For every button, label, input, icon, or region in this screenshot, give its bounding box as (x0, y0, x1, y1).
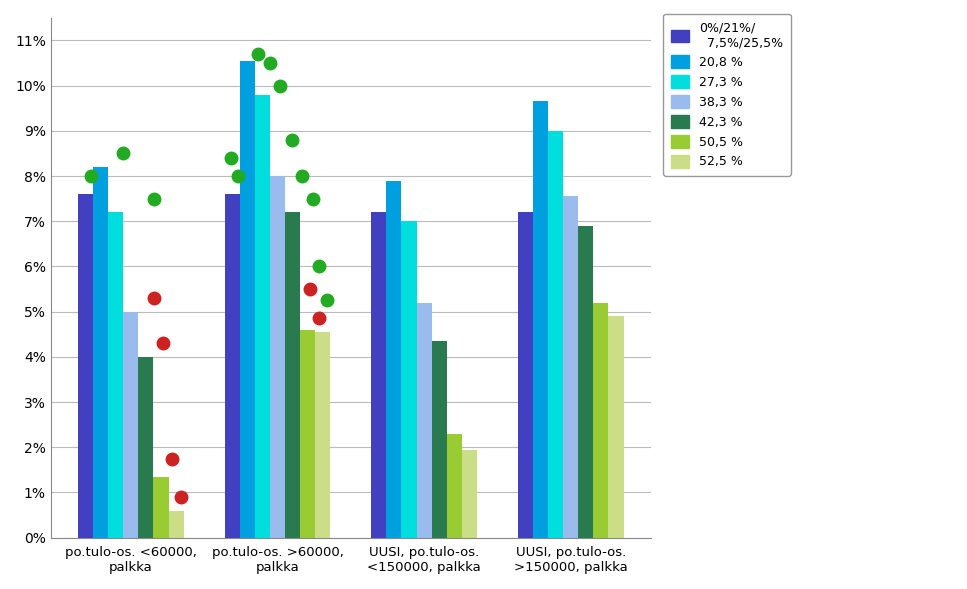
Bar (78, 194, 93, 538)
Bar (270, 176, 285, 538)
Bar (224, 194, 240, 538)
Bar (533, 101, 548, 538)
Bar (518, 212, 533, 538)
Bar (371, 212, 387, 538)
Bar (255, 95, 270, 538)
Bar (93, 167, 108, 538)
Bar (168, 511, 184, 538)
Bar (300, 330, 315, 538)
Bar (447, 434, 462, 538)
Bar (462, 449, 477, 538)
Bar (417, 303, 431, 538)
Bar (154, 477, 168, 538)
Bar (387, 181, 401, 538)
Bar (138, 357, 154, 538)
Bar (123, 312, 138, 538)
Bar (594, 303, 608, 538)
Bar (108, 212, 123, 538)
Bar (548, 131, 563, 538)
Bar (431, 341, 447, 538)
Bar (563, 196, 578, 538)
Legend: 0%/21%/
  7,5%/25,5%, 20,8 %, 27,3 %, 38,3 %, 42,3 %, 50,5 %, 52,5 %: 0%/21%/ 7,5%/25,5%, 20,8 %, 27,3 %, 38,3… (663, 14, 791, 176)
Bar (285, 212, 300, 538)
Bar (608, 316, 624, 538)
Bar (401, 221, 417, 538)
Bar (578, 226, 594, 538)
Bar (315, 332, 331, 538)
Bar (240, 61, 255, 538)
